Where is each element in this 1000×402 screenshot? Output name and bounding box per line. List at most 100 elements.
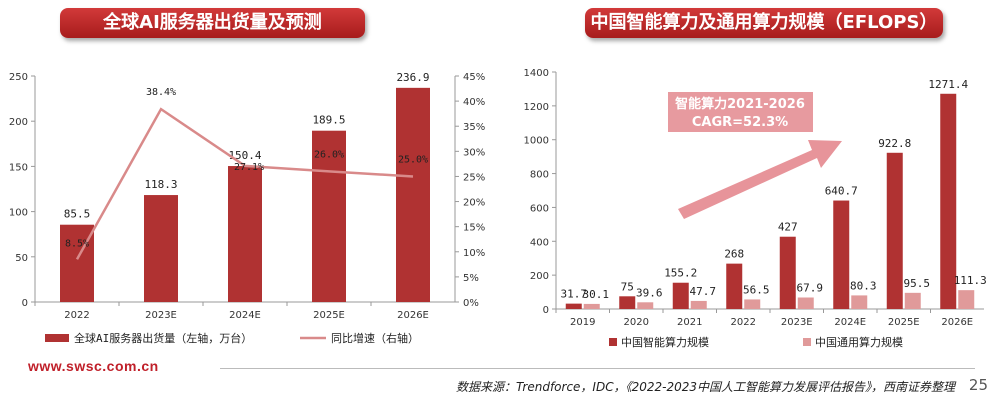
left-y-tick-label: 100 bbox=[9, 208, 28, 219]
left-y2-tick-label: 30% bbox=[463, 147, 485, 158]
right-bar-general bbox=[690, 300, 707, 309]
left-legend-line-label: 同比增速（右轴） bbox=[331, 331, 419, 345]
left-y2-tick-label: 5% bbox=[463, 273, 479, 284]
right-bar-general-label: 39.6 bbox=[636, 286, 663, 299]
right-x-tick-label: 2021 bbox=[677, 317, 702, 328]
right-annotation-line2: CAGR=52.3% bbox=[692, 115, 788, 130]
right-y-tick-label: 1200 bbox=[524, 102, 549, 113]
source-note: 数据来源：Trendforce，IDC，《2022-2023中国人工智能算力发展… bbox=[456, 380, 955, 394]
right-bar-intelligent-label: 268 bbox=[724, 248, 744, 261]
right-legend-swatch-intelligent bbox=[609, 338, 617, 346]
right-bar-general-label: 30.1 bbox=[583, 288, 610, 301]
right-bar-general-label: 47.7 bbox=[690, 285, 717, 298]
left-bar-label: 189.5 bbox=[312, 114, 345, 127]
right-bar-general bbox=[797, 297, 814, 309]
right-annotation-line1: 智能算力2021-2026 bbox=[675, 96, 805, 112]
left-bar bbox=[144, 195, 178, 302]
left-x-tick-label: 2024E bbox=[229, 310, 261, 321]
right-y-tick-label: 1400 bbox=[524, 68, 549, 79]
left-y2-tick-label: 20% bbox=[463, 198, 485, 209]
right-x-tick-label: 2019 bbox=[570, 317, 595, 328]
left-x-tick-label: 2025E bbox=[313, 310, 345, 321]
left-y-tick-label: 50 bbox=[15, 253, 28, 264]
right-bar-intelligent bbox=[779, 236, 796, 309]
left-bar-label: 118.3 bbox=[144, 178, 177, 191]
left-legend-bar-label: 全球AI服务器出货量（左轴，万台） bbox=[74, 331, 252, 345]
page-number: 25 bbox=[968, 376, 988, 394]
right-legend-label-intelligent: 中国智能算力规模 bbox=[621, 335, 709, 349]
left-bar bbox=[228, 166, 262, 302]
right-y-tick-label: 200 bbox=[530, 271, 549, 282]
left-x-tick-label: 2022 bbox=[64, 310, 89, 321]
right-bar-general-label: 80.3 bbox=[850, 279, 877, 292]
left-growth-line bbox=[75, 107, 414, 260]
right-bar-intelligent bbox=[565, 303, 582, 309]
left-bar bbox=[312, 130, 346, 302]
right-y-tick-label: 400 bbox=[530, 237, 549, 248]
right-chart-title: 中国智能算力及通用算力规模（EFLOPS） bbox=[585, 8, 943, 38]
right-bar-general-label: 56.5 bbox=[743, 283, 770, 296]
left-y-tick-label: 200 bbox=[9, 117, 28, 128]
left-y2-tick-label: 0% bbox=[463, 298, 479, 309]
left-y2-tick-label: 15% bbox=[463, 223, 485, 234]
right-y-tick-label: 800 bbox=[530, 170, 549, 181]
left-chart-title: 全球AI服务器出货量及预测 bbox=[60, 8, 365, 38]
right-x-tick-label: 2023E bbox=[781, 317, 813, 328]
left-bar bbox=[396, 87, 430, 302]
left-x-tick-label: 2023E bbox=[145, 310, 177, 321]
left-x-tick-label: 2026E bbox=[397, 310, 429, 321]
left-growth-label: 8.5% bbox=[65, 238, 89, 249]
right-bar-general bbox=[851, 295, 868, 309]
right-bar-intelligent-label: 155.2 bbox=[664, 267, 697, 280]
left-y2-tick-label: 25% bbox=[463, 172, 485, 183]
right-bar-intelligent-label: 1271.4 bbox=[928, 78, 968, 91]
right-bar-general bbox=[637, 302, 654, 309]
right-bar-intelligent-label: 31.7 bbox=[561, 288, 588, 301]
right-bar-general-label: 95.5 bbox=[904, 277, 931, 290]
left-y-tick-label: 250 bbox=[9, 72, 28, 83]
left-y2-tick-label: 45% bbox=[463, 72, 485, 83]
left-y2-tick-label: 10% bbox=[463, 248, 485, 259]
right-x-tick-label: 2024E bbox=[834, 317, 866, 328]
right-bar-intelligent bbox=[940, 93, 957, 309]
left-growth-label: 27.1% bbox=[234, 162, 264, 173]
right-bar-intelligent bbox=[619, 296, 636, 309]
left-legend-bar-swatch bbox=[45, 334, 69, 342]
right-bar-intelligent bbox=[726, 263, 743, 309]
right-bar-intelligent bbox=[672, 282, 689, 309]
right-y-tick-label: 600 bbox=[530, 203, 549, 214]
right-growth-arrow bbox=[678, 140, 842, 219]
right-bar-intelligent-label: 922.8 bbox=[878, 137, 911, 150]
left-y2-tick-label: 40% bbox=[463, 97, 485, 108]
left-bar-label: 85.5 bbox=[64, 208, 91, 221]
right-bar-general-label: 67.9 bbox=[797, 282, 824, 295]
left-growth-label: 38.4% bbox=[146, 87, 176, 98]
right-legend-swatch-general bbox=[803, 338, 811, 346]
right-bar-general bbox=[904, 292, 921, 309]
footer-url[interactable]: www.swsc.com.cn bbox=[28, 358, 159, 374]
right-y-tick-label: 1000 bbox=[524, 136, 549, 147]
right-bar-intelligent bbox=[886, 152, 903, 309]
right-bar-intelligent-label: 75 bbox=[621, 280, 634, 293]
left-y2-tick-label: 35% bbox=[463, 122, 485, 133]
left-y-tick-label: 0 bbox=[22, 298, 28, 309]
left-growth-label: 25.0% bbox=[398, 154, 428, 165]
right-bar-intelligent bbox=[833, 200, 850, 309]
right-bar-general-label: 111.3 bbox=[954, 274, 987, 287]
left-y-tick-label: 150 bbox=[9, 162, 28, 173]
left-growth-label: 26.0% bbox=[314, 149, 344, 160]
footer-divider bbox=[220, 368, 975, 369]
right-bar-general bbox=[583, 303, 600, 309]
right-legend-label-general: 中国通用算力规模 bbox=[815, 335, 903, 349]
left-bar-label: 150.4 bbox=[228, 149, 261, 162]
right-x-tick-label: 2020 bbox=[624, 317, 649, 328]
right-x-tick-label: 2026E bbox=[941, 317, 973, 328]
right-bar-general bbox=[744, 299, 761, 309]
right-x-tick-label: 2025E bbox=[888, 317, 920, 328]
right-annotation-box bbox=[668, 92, 813, 132]
right-bar-intelligent-label: 427 bbox=[778, 221, 798, 234]
right-y-tick-label: 0 bbox=[543, 305, 549, 316]
right-bar-intelligent-label: 640.7 bbox=[825, 185, 858, 198]
right-x-tick-label: 2022 bbox=[731, 317, 756, 328]
